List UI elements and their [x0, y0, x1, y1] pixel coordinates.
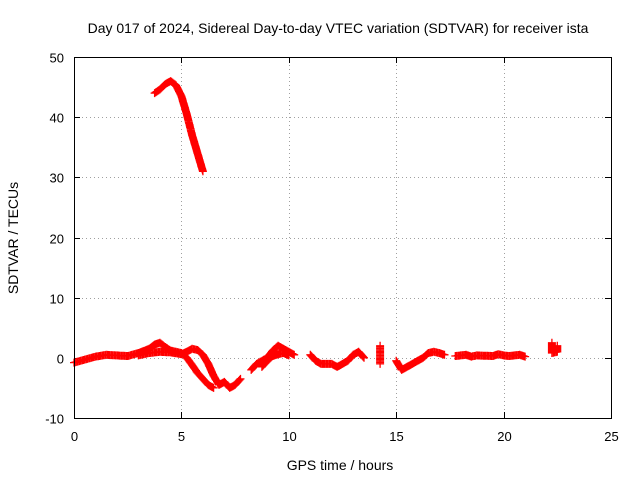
point-markers — [306, 347, 368, 371]
chart-title: Day 017 of 2024, Sidereal Day-to-day VTE… — [88, 20, 589, 36]
point-markers — [451, 350, 530, 361]
point-markers — [392, 347, 449, 374]
series-track-a — [70, 338, 218, 392]
point-markers — [150, 77, 207, 176]
point-markers — [547, 338, 562, 357]
point-markers — [134, 344, 245, 392]
series-track-high — [150, 77, 207, 176]
x-tick-label: 15 — [389, 429, 403, 444]
x-axis-label: GPS time / hours — [287, 457, 394, 473]
y-tick-label: 0 — [57, 352, 64, 367]
y-tick-label: 30 — [50, 171, 64, 186]
x-tick-label: 25 — [604, 429, 618, 444]
x-tick-label: 5 — [178, 429, 185, 444]
y-tick-label: 50 — [50, 51, 64, 66]
series-track-b — [134, 341, 299, 392]
point-markers — [376, 341, 385, 368]
x-axis-ticks: 0 5 10 15 20 25 — [71, 57, 619, 444]
y-axis-label: SDTVAR / TECUs — [5, 182, 21, 294]
point-markers — [70, 338, 218, 392]
data-points — [70, 77, 562, 392]
x-tick-label: 10 — [282, 429, 296, 444]
y-tick-label: 10 — [50, 292, 64, 307]
y-tick-label: 20 — [50, 232, 64, 247]
point-markers — [257, 349, 293, 371]
plot-frame — [74, 57, 612, 419]
series-track-c — [257, 338, 562, 374]
x-tick-label: 0 — [71, 429, 78, 444]
x-tick-label: 20 — [497, 429, 511, 444]
y-tick-label: 40 — [50, 111, 64, 126]
y-tick-label: -10 — [45, 412, 64, 427]
